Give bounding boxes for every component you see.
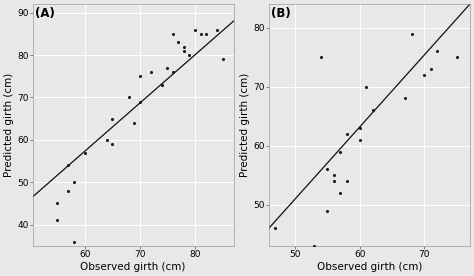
- Point: [427, 67, 435, 71]
- Point: [362, 84, 370, 89]
- Point: [317, 55, 325, 59]
- Point: [103, 138, 111, 142]
- Point: [219, 57, 226, 62]
- Point: [343, 132, 350, 136]
- Point: [408, 31, 415, 36]
- Point: [420, 73, 428, 77]
- Point: [330, 179, 337, 183]
- Point: [180, 49, 188, 53]
- Point: [272, 226, 279, 230]
- Point: [109, 116, 116, 121]
- Point: [401, 96, 409, 101]
- Point: [136, 99, 144, 104]
- Point: [64, 163, 72, 168]
- Point: [337, 191, 344, 195]
- Point: [81, 150, 89, 155]
- Point: [434, 49, 441, 54]
- Point: [213, 27, 221, 32]
- Point: [191, 27, 199, 32]
- Point: [54, 201, 61, 206]
- X-axis label: Observed girth (cm): Observed girth (cm): [81, 262, 186, 272]
- Point: [158, 83, 166, 87]
- Point: [136, 74, 144, 78]
- Point: [197, 32, 204, 36]
- Point: [169, 32, 177, 36]
- Point: [323, 167, 331, 171]
- Point: [70, 180, 78, 184]
- Point: [109, 142, 116, 146]
- X-axis label: Observed girth (cm): Observed girth (cm): [317, 262, 422, 272]
- Point: [54, 218, 61, 223]
- Point: [453, 55, 461, 59]
- Point: [310, 244, 318, 248]
- Y-axis label: Predicted girth (cm): Predicted girth (cm): [4, 73, 14, 177]
- Point: [70, 240, 78, 244]
- Point: [64, 189, 72, 193]
- Point: [330, 173, 337, 177]
- Point: [147, 70, 155, 74]
- Point: [131, 121, 138, 125]
- Point: [356, 126, 364, 130]
- Point: [125, 95, 133, 100]
- Point: [202, 32, 210, 36]
- Point: [369, 108, 376, 113]
- Point: [175, 40, 182, 44]
- Point: [180, 44, 188, 49]
- Point: [356, 137, 364, 142]
- Text: (B): (B): [271, 7, 291, 20]
- Point: [186, 53, 193, 57]
- Point: [164, 66, 171, 70]
- Point: [169, 70, 177, 74]
- Point: [343, 179, 350, 183]
- Text: (A): (A): [35, 7, 55, 20]
- Y-axis label: Predicted girth (cm): Predicted girth (cm): [240, 73, 250, 177]
- Point: [337, 149, 344, 154]
- Point: [323, 208, 331, 213]
